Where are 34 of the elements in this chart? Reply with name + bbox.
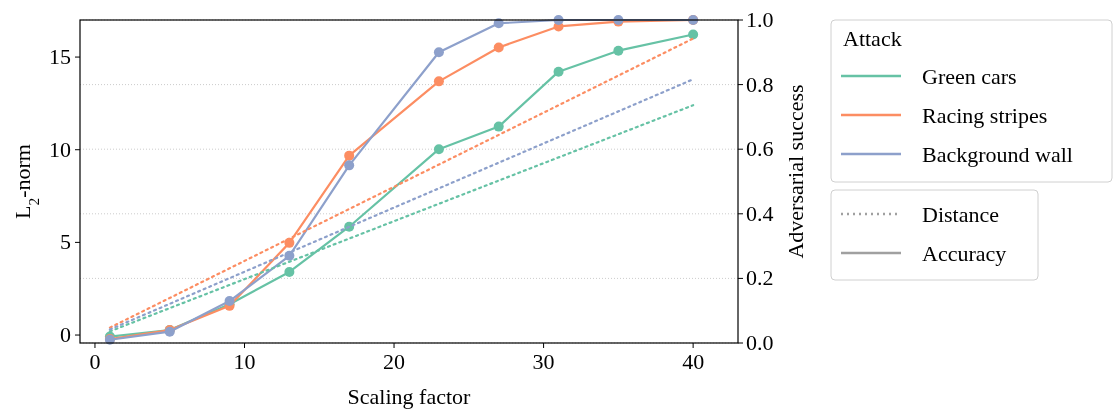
x-tick-label: 0 [89, 349, 101, 374]
legend-label: Background wall [922, 142, 1073, 167]
y-tick-label: 10 [49, 136, 71, 162]
y2-tick-label: 0.0 [746, 330, 774, 355]
text: Distance [922, 202, 999, 227]
legend-label: Green cars [922, 64, 1017, 89]
legend-label: Racing stripes [922, 103, 1048, 128]
y-tick-label: 5 [60, 229, 71, 255]
point [433, 76, 444, 87]
point [433, 47, 444, 58]
text: Accuracy [922, 241, 1007, 266]
point [613, 45, 624, 56]
x-tick-label: 20 [383, 349, 406, 374]
point [493, 42, 504, 53]
y2-axis-title: Adversarial success [783, 84, 808, 259]
point [553, 66, 564, 77]
y-tick-label: 15 [49, 44, 71, 70]
y-tick-label: 0 [60, 322, 71, 348]
x-tick-label: 30 [532, 349, 555, 374]
point [284, 266, 295, 277]
point [344, 150, 355, 161]
y2-tick-label: 1.0 [746, 7, 774, 32]
y2-tick-label: 0.6 [746, 136, 774, 162]
y2-tick-label: 0.4 [746, 200, 774, 226]
point [433, 144, 444, 155]
point [493, 121, 504, 132]
legend-title: Attack [843, 26, 902, 51]
point [344, 160, 355, 171]
point [688, 29, 699, 40]
y2-tick-label: 0.2 [746, 265, 774, 291]
y2-tick-label: 0.8 [746, 71, 774, 97]
x-axis-title: Scaling factor [347, 384, 472, 409]
x-tick-label: 10 [233, 349, 256, 374]
x-tick-label: 40 [682, 349, 705, 374]
